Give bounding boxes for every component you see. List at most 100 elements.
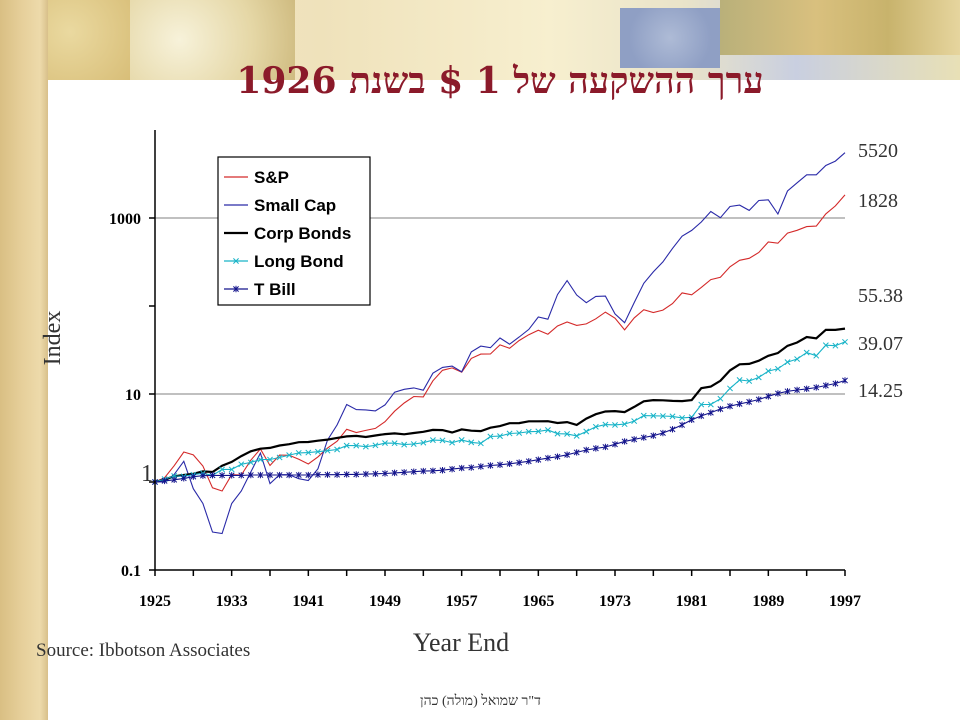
page-title: ערך ההשקעה של 1 $ בשנת 1926 bbox=[236, 60, 764, 102]
data-point-longbond bbox=[276, 454, 283, 461]
x-tick-label: 1965 bbox=[522, 593, 554, 610]
data-point-longbond bbox=[832, 342, 839, 349]
data-point-tbill bbox=[727, 402, 733, 410]
data-point-tbill bbox=[669, 426, 676, 433]
data-point-longbond bbox=[717, 395, 724, 402]
data-point-tbill bbox=[372, 470, 379, 477]
data-point-longbond bbox=[602, 421, 609, 428]
legend-marker bbox=[233, 285, 239, 293]
data-point-longbond bbox=[410, 441, 417, 447]
x-axis-title: Year End bbox=[413, 628, 509, 657]
end-value-label: 1828 bbox=[858, 190, 898, 212]
data-point-tbill bbox=[257, 471, 264, 479]
data-point-tbill bbox=[324, 471, 331, 478]
data-point-longbond bbox=[458, 437, 465, 443]
data-point-longbond bbox=[573, 432, 580, 439]
data-point-longbond bbox=[487, 433, 494, 440]
data-point-longbond bbox=[334, 446, 341, 453]
decorative-leaf-image bbox=[130, 0, 295, 80]
data-point-longbond bbox=[343, 442, 350, 449]
data-point-tbill bbox=[362, 470, 369, 478]
data-point-longbond bbox=[295, 449, 302, 456]
data-point-tbill bbox=[659, 429, 666, 437]
data-point-longbond bbox=[650, 412, 657, 419]
data-point-tbill bbox=[276, 471, 283, 479]
series-line-sp bbox=[154, 194, 846, 492]
data-point-longbond bbox=[707, 401, 714, 408]
end-value-label: 5520 bbox=[858, 140, 898, 162]
data-point-longbond bbox=[698, 401, 705, 408]
y-axis-title: Index bbox=[40, 311, 66, 366]
decorative-leaf-image bbox=[620, 8, 720, 68]
data-point-tbill bbox=[774, 390, 781, 397]
data-point-tbill bbox=[267, 471, 273, 479]
data-point-longbond bbox=[468, 439, 475, 446]
data-point-tbill bbox=[343, 471, 350, 478]
data-point-tbill bbox=[544, 454, 551, 462]
x-tick-label: 1997 bbox=[829, 593, 861, 610]
data-point-longbond bbox=[219, 466, 226, 473]
data-point-longbond bbox=[391, 440, 398, 447]
y-tick-label: 10 bbox=[125, 387, 141, 404]
data-point-tbill bbox=[199, 472, 206, 479]
data-point-tbill bbox=[554, 453, 561, 460]
legend-label: Corp Bonds bbox=[254, 224, 351, 243]
data-point-longbond bbox=[564, 430, 571, 437]
data-point-tbill bbox=[516, 459, 523, 466]
data-point-tbill bbox=[439, 467, 446, 474]
data-point-tbill bbox=[736, 400, 743, 408]
data-point-longbond bbox=[669, 413, 676, 420]
data-point-longbond bbox=[612, 421, 618, 428]
y-tick-label: 0.1 bbox=[121, 563, 141, 580]
legend-label: T Bill bbox=[254, 280, 296, 299]
data-point-tbill bbox=[640, 434, 647, 441]
data-point-longbond bbox=[439, 437, 446, 444]
data-point-longbond bbox=[267, 456, 273, 463]
data-point-tbill bbox=[842, 377, 848, 384]
data-point-tbill bbox=[755, 396, 762, 403]
data-point-tbill bbox=[784, 388, 791, 395]
data-point-tbill bbox=[180, 475, 187, 482]
data-point-tbill bbox=[698, 412, 705, 420]
decorative-side-band bbox=[0, 0, 48, 720]
data-point-tbill bbox=[535, 456, 542, 463]
data-point-longbond bbox=[362, 443, 369, 450]
data-point-longbond bbox=[506, 430, 513, 437]
legend-label: S&P bbox=[254, 168, 289, 187]
series-sp bbox=[154, 194, 846, 492]
data-point-longbond bbox=[382, 440, 388, 447]
data-point-tbill bbox=[228, 472, 235, 479]
data-point-longbond bbox=[372, 442, 379, 449]
data-point-tbill bbox=[822, 382, 829, 389]
data-point-longbond bbox=[420, 439, 427, 446]
end-value-label: 39.07 bbox=[858, 333, 903, 355]
data-point-longbond bbox=[429, 437, 436, 444]
data-point-tbill bbox=[238, 472, 245, 479]
data-point-longbond bbox=[305, 449, 312, 456]
data-point-longbond bbox=[497, 433, 503, 440]
data-point-tbill bbox=[410, 468, 417, 475]
data-point-tbill bbox=[583, 446, 590, 454]
data-point-tbill bbox=[564, 451, 571, 458]
data-point-longbond bbox=[803, 349, 810, 356]
data-point-tbill bbox=[621, 438, 628, 445]
data-point-tbill bbox=[765, 393, 772, 400]
data-point-longbond bbox=[842, 338, 848, 345]
data-point-longbond bbox=[257, 456, 264, 463]
data-point-longbond bbox=[516, 430, 523, 436]
data-point-tbill bbox=[746, 398, 753, 406]
data-point-tbill bbox=[688, 416, 695, 424]
data-point-tbill bbox=[506, 460, 513, 467]
data-point-longbond bbox=[640, 412, 647, 419]
data-point-tbill bbox=[707, 409, 714, 416]
y-axis-extra-label: 1 bbox=[141, 461, 153, 487]
data-point-longbond bbox=[228, 466, 235, 473]
series-smallcap bbox=[155, 152, 846, 535]
series-longbond bbox=[152, 338, 848, 485]
data-point-longbond bbox=[592, 423, 599, 430]
data-point-longbond bbox=[353, 442, 360, 449]
x-tick-label: 1941 bbox=[292, 593, 324, 610]
data-point-longbond bbox=[247, 459, 254, 466]
data-point-tbill bbox=[305, 471, 312, 479]
